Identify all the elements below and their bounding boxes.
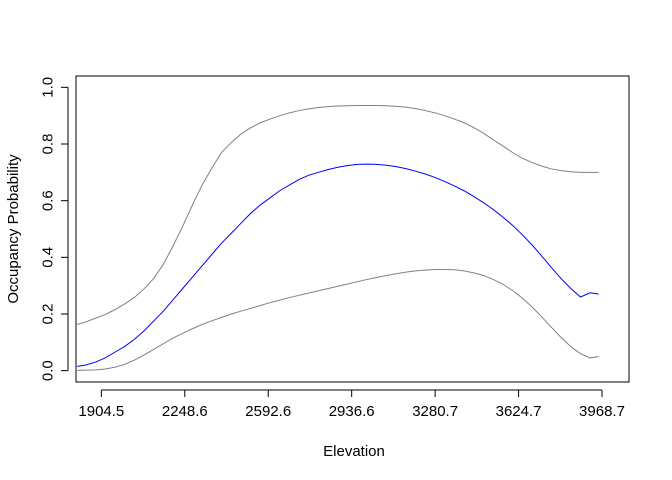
curves-group — [77, 104, 599, 371]
x-axis: 1904.5 2248.6 2592.6 2936.6 3280.7 3624.7 3968… — [78, 389, 625, 420]
upper-bound-line — [77, 104, 599, 325]
x-tick-label: 2936.6 — [329, 403, 375, 420]
x-tick-label: 2248.6 — [162, 403, 208, 420]
y-tick-label: 0.4 — [40, 247, 57, 268]
x-tick-label: 1904.5 — [78, 403, 124, 420]
y-axis: 0.0 0.2 0.4 0.6 0.8 1.0 — [40, 77, 69, 381]
x-tick-label: 3280.7 — [412, 403, 458, 420]
lower-bound-line — [77, 269, 599, 371]
y-axis-label: Occupancy Probability — [5, 154, 22, 304]
y-tick-label: 0.6 — [40, 190, 57, 211]
x-tick-label: 3968.7 — [579, 403, 625, 420]
y-tick-label: 0.2 — [40, 304, 57, 325]
mean-occupancy-line — [77, 163, 599, 367]
y-tick-label: 0.8 — [40, 134, 57, 155]
x-axis-label: Elevation — [323, 443, 385, 460]
y-tick-label: 1.0 — [40, 77, 57, 98]
x-tick-label: 2592.6 — [245, 403, 291, 420]
x-tick-label: 3624.7 — [496, 403, 542, 420]
plot-box — [75, 75, 630, 383]
y-tick-label: 0.0 — [40, 360, 57, 381]
